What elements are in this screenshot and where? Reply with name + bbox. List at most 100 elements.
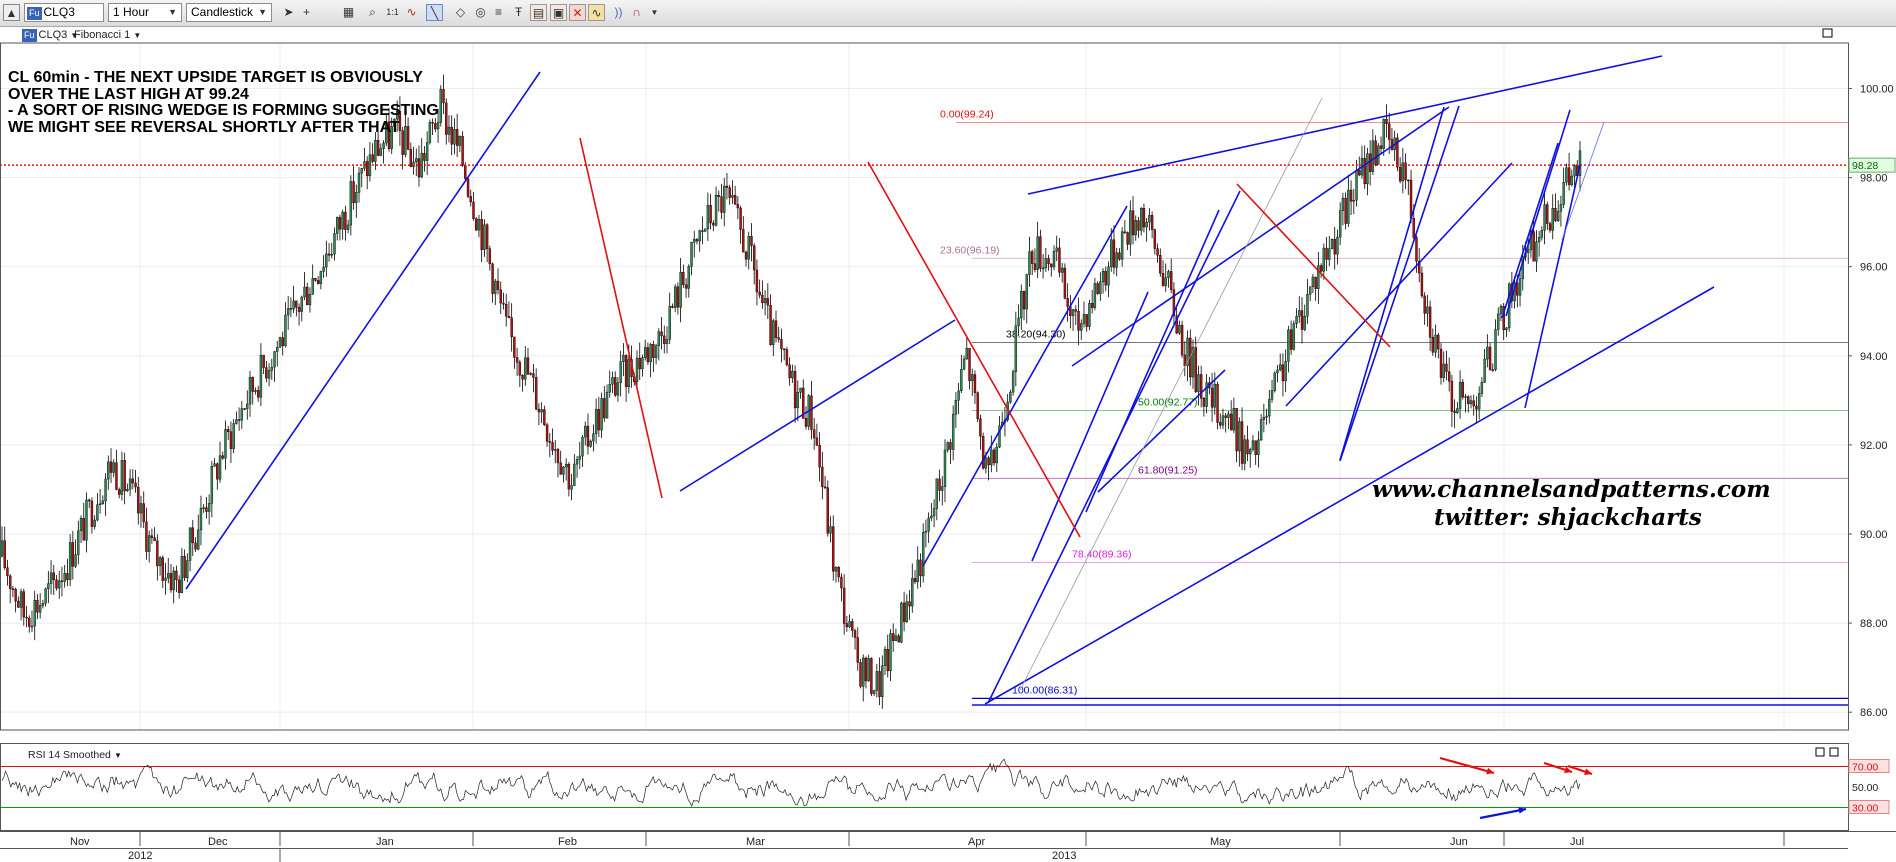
- candle-body: [1494, 329, 1497, 370]
- candle-body: [109, 461, 113, 473]
- candle-body: [728, 187, 731, 198]
- pointer-icon[interactable]: ➤: [283, 5, 294, 19]
- wave-tool-icon[interactable]: ∿: [588, 4, 605, 21]
- candle-body: [1562, 181, 1565, 205]
- candle-body: [197, 529, 200, 550]
- text-tool-icon[interactable]: Ŧ: [514, 5, 523, 19]
- one-to-one-icon[interactable]: 1:1: [386, 7, 399, 17]
- candle-body: [733, 195, 737, 205]
- candle-body: [472, 201, 475, 219]
- symbol-input[interactable]: Fu CLQ3: [24, 3, 104, 22]
- candle-body: [55, 579, 58, 589]
- candle-body: [450, 126, 453, 145]
- candle-body: [589, 440, 592, 447]
- candle-body: [777, 337, 780, 340]
- axes: 100.00 98.00 96.00 94.00 92.00 90.00 88.00 86.0…: [0, 28, 1896, 862]
- candle-body: [1546, 204, 1549, 224]
- fibonacci-retracement: 0.00(99.24) 23.60(96.19) 38.20(94.30) 50.00…: [940, 108, 1848, 699]
- candle-body: [1491, 369, 1494, 371]
- scroll-up-icon[interactable]: ▲: [3, 4, 20, 21]
- candle-body: [919, 559, 922, 577]
- candle-body: [521, 374, 524, 380]
- candle-body: [1537, 236, 1541, 243]
- trendline-tool-icon[interactable]: ╲: [426, 4, 443, 21]
- candle-body: [1030, 251, 1034, 264]
- box-tool-icon[interactable]: ▤: [530, 4, 547, 21]
- image-tool-icon[interactable]: ▣: [550, 4, 567, 21]
- candle-body: [406, 126, 410, 150]
- candle-body: [504, 303, 508, 317]
- cycle-tool-icon[interactable]: )): [614, 5, 623, 19]
- candle-body: [872, 690, 876, 694]
- candle-body: [1142, 208, 1146, 228]
- candle-body: [319, 271, 323, 284]
- candle-body: [1567, 167, 1571, 185]
- candle-body: [409, 148, 413, 167]
- alert-tool-icon[interactable]: ✕: [569, 4, 586, 21]
- candle-body: [878, 671, 881, 697]
- legend-symbol: CLQ3: [38, 29, 68, 41]
- candle-body: [3, 540, 6, 568]
- zoom-icon[interactable]: ⌕: [369, 5, 376, 19]
- candle-body: [1458, 381, 1462, 409]
- candle-body: [1039, 236, 1042, 269]
- symbol-legend[interactable]: Fu CLQ3 ▼: [22, 27, 78, 43]
- candle-body: [1036, 236, 1039, 270]
- watermark-twitter: twitter: shjackcharts: [1434, 504, 1702, 531]
- candle-body: [1011, 371, 1015, 393]
- month-label: Jul: [1570, 836, 1584, 848]
- candle-body: [1423, 295, 1426, 314]
- fibonacci-legend[interactable]: Fibonacci 1 ▼: [74, 27, 141, 43]
- interval-value: 1 Hour: [113, 5, 150, 19]
- fibonacci-tool-icon[interactable]: ≡: [494, 5, 502, 19]
- futures-badge: Fu: [22, 29, 37, 42]
- candle-body: [207, 503, 211, 512]
- eraser-icon[interactable]: ◇: [455, 5, 466, 19]
- candle-body: [883, 649, 887, 666]
- candle-body: [1276, 369, 1279, 374]
- candle-body: [1194, 346, 1197, 393]
- candle-body: [837, 567, 840, 578]
- study-icon[interactable]: ∿: [406, 5, 417, 19]
- candle-body: [1287, 329, 1290, 362]
- candle-body: [104, 478, 107, 502]
- candle-body: [676, 286, 680, 308]
- candle-body: [355, 192, 358, 204]
- candle-body: [281, 337, 284, 346]
- candle-body: [71, 542, 75, 567]
- candle-body: [1090, 302, 1094, 308]
- trendline: [922, 205, 1128, 567]
- chart-style-select[interactable]: Candlestick ▼: [186, 3, 272, 22]
- candle-body: [1080, 323, 1083, 331]
- more-tools-icon[interactable]: ▼: [650, 8, 659, 17]
- y-tick-label: 98.00: [1860, 173, 1888, 185]
- trendline: [984, 286, 1715, 705]
- magnet-icon[interactable]: ∩: [632, 5, 641, 19]
- candle-body: [1388, 123, 1391, 140]
- candle-body: [292, 300, 295, 310]
- candle-body: [1314, 276, 1317, 289]
- candle-body: [526, 357, 530, 375]
- candle-body: [480, 219, 483, 250]
- candle-body: [1349, 189, 1353, 202]
- ellipse-tool-icon[interactable]: ◎: [475, 5, 486, 19]
- candle-body: [393, 118, 396, 127]
- candle-body: [1063, 267, 1067, 299]
- candle-body: [1532, 231, 1535, 262]
- candle-body: [134, 482, 137, 488]
- candle-body: [1254, 440, 1257, 455]
- candle-body: [1259, 419, 1263, 441]
- candle-body: [1426, 306, 1429, 314]
- crosshair-icon[interactable]: +: [302, 5, 310, 19]
- candle-body: [1570, 175, 1574, 185]
- candle-body: [68, 542, 72, 580]
- candle-body: [646, 347, 650, 363]
- candle-body: [1442, 363, 1445, 378]
- candle-body: [1265, 415, 1268, 418]
- interval-select[interactable]: 1 Hour ▼: [108, 3, 182, 22]
- candle-body: [164, 577, 167, 581]
- grid-icon[interactable]: ▦: [342, 5, 355, 19]
- candle-body: [1306, 293, 1309, 317]
- candle-body: [251, 376, 254, 392]
